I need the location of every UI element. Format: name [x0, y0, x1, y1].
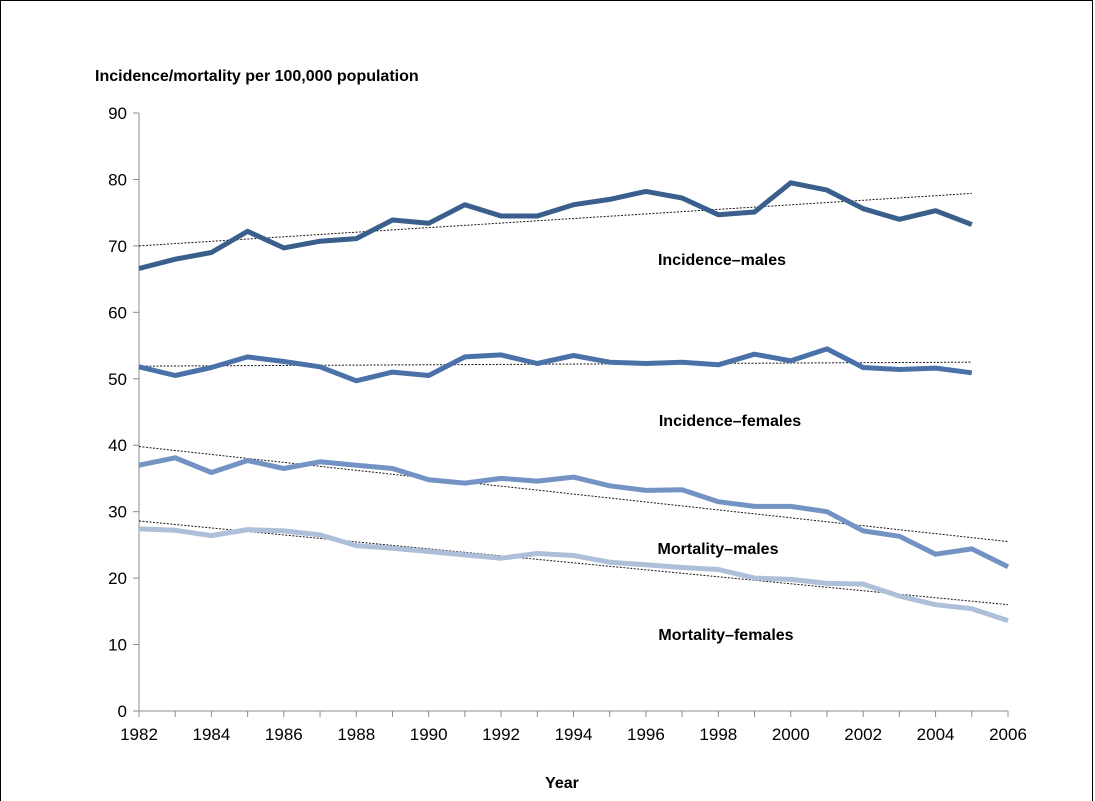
- y-tick-label: 30: [108, 503, 127, 522]
- axes: 0 10 20 30 40 50 60 70 80 90 1982 1984 1986 1988 1990 1…: [108, 104, 1027, 744]
- chart-title: Incidence/mortality per 100,000 populati…: [95, 68, 419, 85]
- y-tick-label: 70: [108, 237, 127, 256]
- x-tick-label: 2002: [844, 725, 882, 744]
- x-tick-label: 1982: [120, 725, 158, 744]
- x-tick-label: 1990: [410, 725, 448, 744]
- y-tick-label: 20: [108, 569, 127, 588]
- y-tick-label: 40: [108, 436, 127, 455]
- x-tick-label: 1984: [193, 725, 231, 744]
- y-tick-label: 50: [108, 370, 127, 389]
- x-tick-label: 2006: [989, 725, 1027, 744]
- y-tick-label: 60: [108, 303, 127, 322]
- y-tick-label: 0: [118, 702, 127, 721]
- series-line: [138, 180, 973, 271]
- series-label: Incidence–females: [659, 413, 801, 430]
- series-label: Mortality–males: [658, 541, 779, 558]
- series-line: [138, 526, 1009, 623]
- x-tick-label: 1986: [265, 725, 303, 744]
- trend-line: [138, 361, 972, 367]
- series-label: Incidence–males: [658, 252, 786, 269]
- x-tick-label: 1996: [627, 725, 665, 744]
- x-tick-label: 1988: [337, 725, 375, 744]
- trend-lines: [138, 192, 1009, 606]
- x-tick-label: 1994: [555, 725, 593, 744]
- x-tick-label: 2000: [772, 725, 810, 744]
- trend-line: [138, 446, 1009, 543]
- series-labels: Incidence–males Incidence–females Mortalit…: [658, 252, 802, 644]
- series-line: [138, 455, 1010, 570]
- trend-line: [138, 192, 972, 247]
- x-tick-label: 1998: [699, 725, 737, 744]
- series-label: Mortality–females: [658, 627, 793, 644]
- y-tick-label: 10: [108, 636, 127, 655]
- y-tick-label: 80: [108, 170, 127, 189]
- x-axis-title: Year: [545, 775, 579, 792]
- y-tick-label: 90: [108, 104, 127, 123]
- series-line: [138, 346, 973, 384]
- x-tick-label: 2004: [917, 725, 955, 744]
- series-lines: [138, 180, 1010, 623]
- x-tick-label: 1992: [482, 725, 520, 744]
